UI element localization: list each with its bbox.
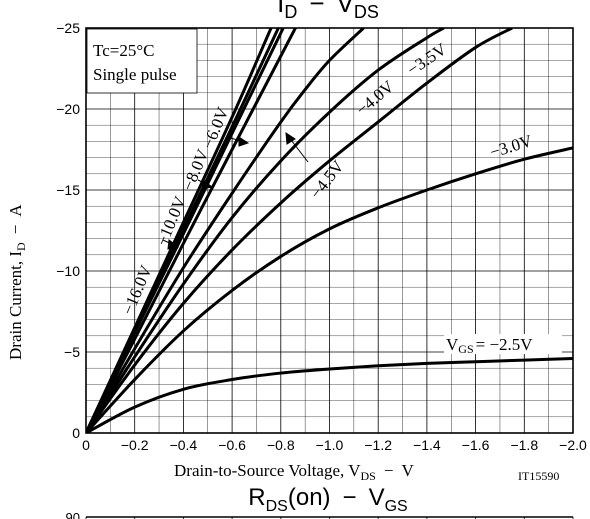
curve-8-0v: [86, 28, 285, 433]
second-chart-title: RDS(on) − VGS: [248, 484, 407, 515]
y-tick-label-4: −20: [56, 101, 80, 117]
condition-pulse: Single pulse: [93, 65, 177, 84]
y-tick-label-1: −5: [64, 344, 80, 360]
y-tick-label-2: −10: [56, 263, 80, 279]
x-tick-label-9: −1.8: [510, 437, 538, 453]
plot-frame: [85, 27, 574, 434]
curves: [86, 28, 573, 433]
curve-2-5v: [86, 356, 573, 433]
curve-3-5v: [86, 28, 513, 433]
conditions-box: [86, 28, 198, 94]
curve-4-5v: [86, 28, 365, 433]
x-tick-label-1: −0.2: [121, 437, 149, 453]
vgs-label-bg: [444, 334, 562, 354]
x-tick-label-8: −1.6: [462, 437, 490, 453]
x-tick-label-0: 0: [82, 437, 90, 453]
second-chart-y-tick-90: 90: [66, 510, 80, 519]
condition-temperature: Tc=25°C: [93, 41, 154, 60]
x-tick-label-10: −2.0: [559, 437, 587, 453]
curve-6-0v: [86, 28, 297, 433]
label-pointers: [162, 132, 309, 250]
x-tick-label-5: −1.0: [316, 437, 344, 453]
x-tick-label-7: −1.4: [413, 437, 441, 453]
figure-id: IT15590: [518, 469, 559, 483]
x-tick-labels: 0 −0.2 −0.4 −0.6 −0.8 −1.0 −1.2 −1.4 −1.6 −1.8 −2.…: [82, 437, 587, 453]
x-tick-label-6: −1.2: [364, 437, 392, 453]
y-tick-labels: 0 −5 −10 −15 −20 −25: [56, 20, 80, 441]
y-tick-label-3: −15: [56, 182, 80, 198]
x-tick-label-3: −0.6: [218, 437, 246, 453]
x-tick-label-4: −0.8: [267, 437, 295, 453]
x-tick-label-2: −0.4: [170, 437, 198, 453]
second-chart-frame: [85, 516, 574, 519]
y-tick-label-5: −25: [56, 20, 80, 36]
x-axis-label: Drain-to-Source Voltage, VDS − V: [174, 461, 414, 483]
y-axis-label: Drain Current, ID−A: [6, 204, 28, 360]
y-tick-label-0: 0: [72, 425, 80, 441]
series-label-4-5v: −4.5V: [306, 156, 348, 202]
curve-4-0v: [86, 28, 445, 433]
chart-title: ID − VDS: [277, 0, 379, 22]
curve-3-0v: [86, 146, 573, 433]
vgs-label: VGS = −2.5V: [446, 335, 533, 356]
